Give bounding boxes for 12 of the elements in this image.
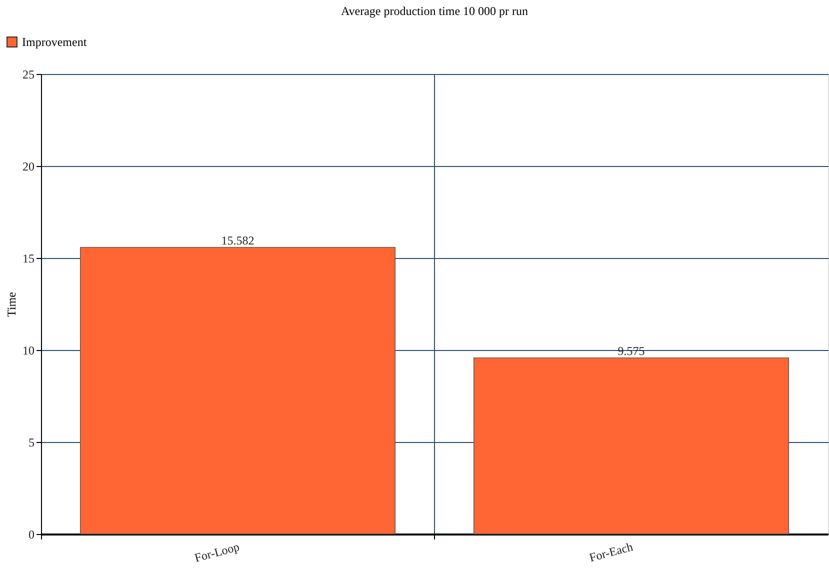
y-tick-label: 10: [22, 344, 34, 358]
x-tick-label: For-Loop: [193, 540, 241, 565]
x-tick-label: For-Each: [588, 540, 634, 565]
y-axis-title: Time: [4, 292, 18, 317]
y-tick-label: 15: [22, 252, 34, 266]
y-tick-label: 20: [22, 160, 34, 174]
y-tick-label: 0: [28, 528, 34, 542]
y-tick-label: 5: [28, 436, 34, 450]
y-tick-label: 25: [22, 68, 34, 82]
legend-label: Improvement: [22, 35, 88, 49]
data-label: 15.582: [221, 233, 254, 248]
chart-title: Average production time 10 000 pr run: [340, 4, 528, 18]
